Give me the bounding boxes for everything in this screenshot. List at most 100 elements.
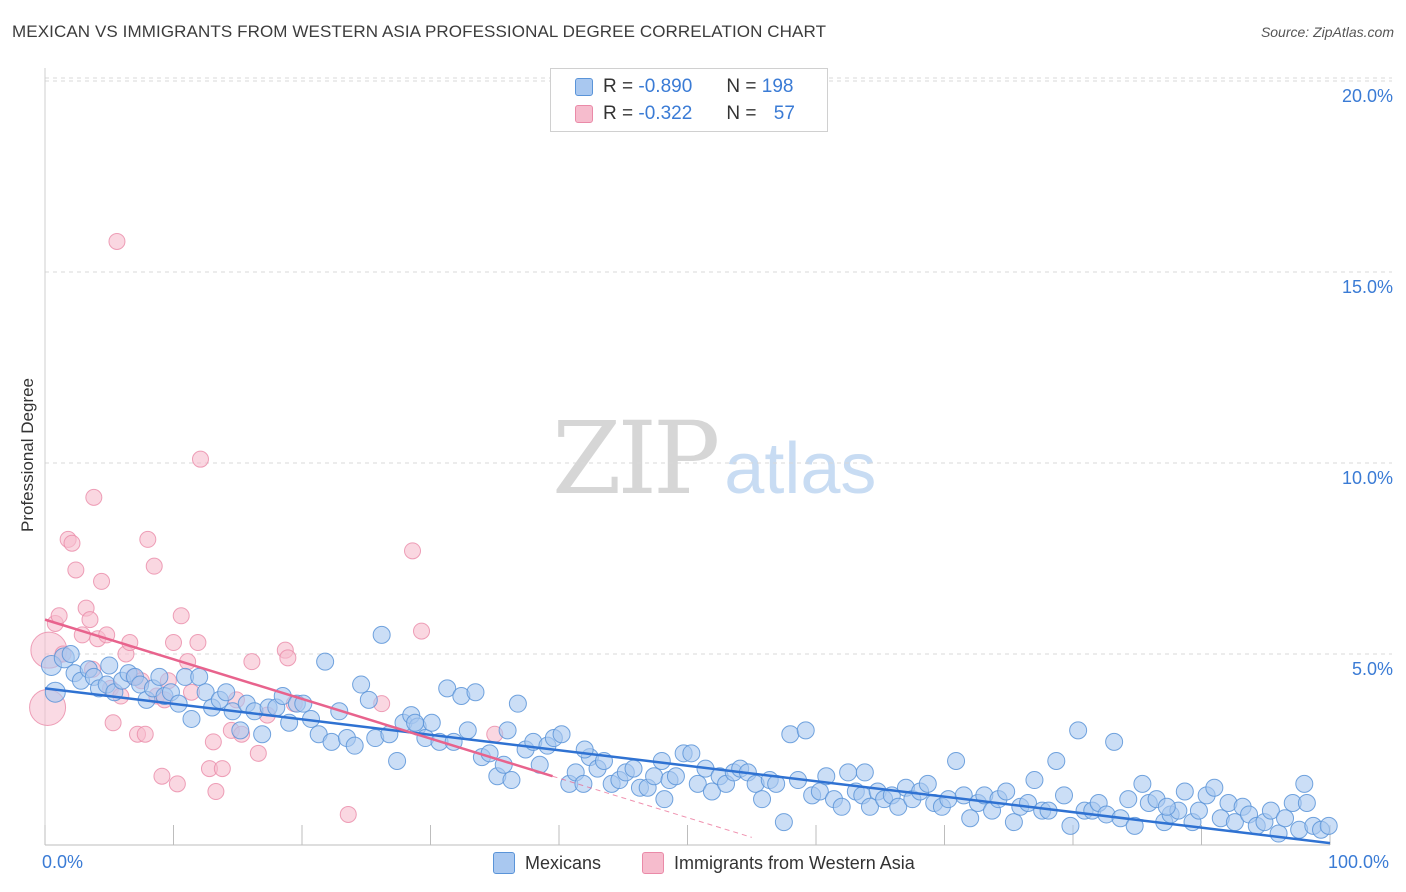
mexicans-point [552, 725, 571, 744]
mexicans-point [817, 767, 836, 786]
mexicans-point [1133, 774, 1152, 793]
mexicans-point [316, 652, 335, 671]
immigrants-point [249, 744, 267, 762]
mexicans-point [947, 751, 966, 770]
mexicans-point [253, 725, 272, 744]
immigrants-point [204, 733, 222, 751]
mexicans-point [1269, 824, 1288, 843]
mexicans-point [1276, 809, 1295, 828]
mexicans-point [61, 645, 80, 663]
mexicans-point [774, 813, 793, 832]
mexicans-point [1025, 771, 1044, 790]
mexicans-point [352, 675, 371, 694]
mexicans-point [498, 721, 517, 740]
chart-title: MEXICAN VS IMMIGRANTS FROM WESTERN ASIA … [12, 22, 827, 41]
immigrants-point [104, 714, 122, 732]
mexicans-point [508, 694, 527, 713]
mexicans-point [1119, 790, 1138, 809]
immigrants-point [139, 530, 157, 548]
mexicans-point [1105, 732, 1124, 751]
immigrants-point [63, 534, 81, 552]
bottom-legend-immigrants[interactable]: Immigrants from Western Asia [642, 852, 915, 874]
mexicans-trendline [44, 687, 1331, 845]
immigrants-point [339, 805, 357, 823]
immigrants-point [207, 783, 225, 801]
mexicans-point [961, 809, 980, 828]
immigrants-point [67, 561, 85, 579]
mexicans-point [458, 721, 477, 740]
mexicans-point [1205, 778, 1224, 797]
mexicans-point [388, 751, 407, 770]
legend-n-label: N = [726, 103, 757, 124]
mexicans-point [190, 667, 209, 686]
legend-r-label: R = [603, 76, 634, 97]
mexicans-point [1125, 816, 1144, 835]
mexicans-point [574, 774, 593, 793]
mexicans-point [502, 771, 521, 790]
mexicans-point [322, 732, 341, 751]
legend-r-value: -0.322 [638, 103, 693, 124]
immigrants-point [93, 572, 111, 590]
immigrants-point [136, 725, 154, 743]
immigrants-trendline-extension [552, 775, 752, 838]
mexicans-point [345, 736, 364, 755]
mexicans-point [682, 744, 701, 763]
legend-r-value: -0.890 [638, 76, 693, 97]
mexicans-point [889, 797, 908, 816]
mexicans-point [832, 797, 851, 816]
mexicans-point [1055, 786, 1074, 805]
mexicans-point [1261, 801, 1280, 820]
mexicans-point [918, 774, 937, 793]
mexicans-point [438, 679, 457, 698]
y-tick-label: 20.0% [1341, 86, 1393, 106]
legend-n-value: 198 [761, 76, 794, 97]
mexicans-point [1047, 751, 1066, 770]
mexicans-point [1295, 774, 1314, 793]
legend-swatch-blue [575, 78, 593, 96]
watermark-atlas: atlas [724, 429, 877, 509]
grid-layer [45, 77, 1392, 655]
mexicans-points-layer [40, 625, 1338, 843]
immigrants-point [168, 775, 186, 793]
mexicans-point [997, 782, 1016, 801]
mexicans-point [196, 683, 215, 702]
immigrants-point [172, 607, 190, 625]
mexicans-point [645, 767, 664, 786]
mexicans-point [624, 759, 643, 778]
mexicans-point [1069, 721, 1088, 740]
mexicans-point [655, 790, 674, 809]
watermark: ZIP atlas [552, 400, 876, 517]
mexicans-point [1319, 816, 1338, 835]
immigrants-point [404, 542, 422, 560]
bottom-legend-swatch-pink [642, 852, 664, 874]
immigrants-point [81, 611, 99, 629]
immigrants-point [189, 634, 207, 652]
chart-source: Source: ZipAtlas.com [1260, 24, 1394, 40]
immigrants-trendline [44, 618, 553, 778]
x-tick-label: 0.0% [42, 852, 84, 872]
immigrants-point [213, 760, 231, 778]
mexicans-point [231, 721, 250, 740]
mexicans-point [1061, 816, 1080, 835]
mexicans-point [1297, 793, 1316, 812]
y-axis-label: Professional Degree [18, 377, 37, 533]
legend-row-immigrants: R = -0.322 N = 57 [575, 103, 795, 125]
bottom-legend-mexicans[interactable]: Mexicans [493, 852, 601, 874]
immigrants-point [243, 653, 261, 671]
mexicans-point [860, 797, 879, 816]
mexicans-point [100, 656, 119, 675]
mexicans-point [810, 782, 829, 801]
mexicans-point [1004, 813, 1023, 832]
mexicans-point [372, 625, 391, 644]
mexicans-point [702, 782, 721, 801]
y-tick-label: 5.0% [1351, 659, 1393, 679]
immigrants-point [145, 557, 163, 575]
bottom-legend-label: Mexicans [525, 852, 602, 873]
immigrants-point [153, 767, 171, 785]
legend-n-value: 57 [773, 103, 795, 124]
bottom-legend-label: Immigrants from Western Asia [674, 852, 915, 873]
mexicans-point [217, 683, 236, 702]
mexicans-point [1189, 801, 1208, 820]
mexicans-point [150, 667, 169, 686]
mexicans-point [781, 725, 800, 744]
